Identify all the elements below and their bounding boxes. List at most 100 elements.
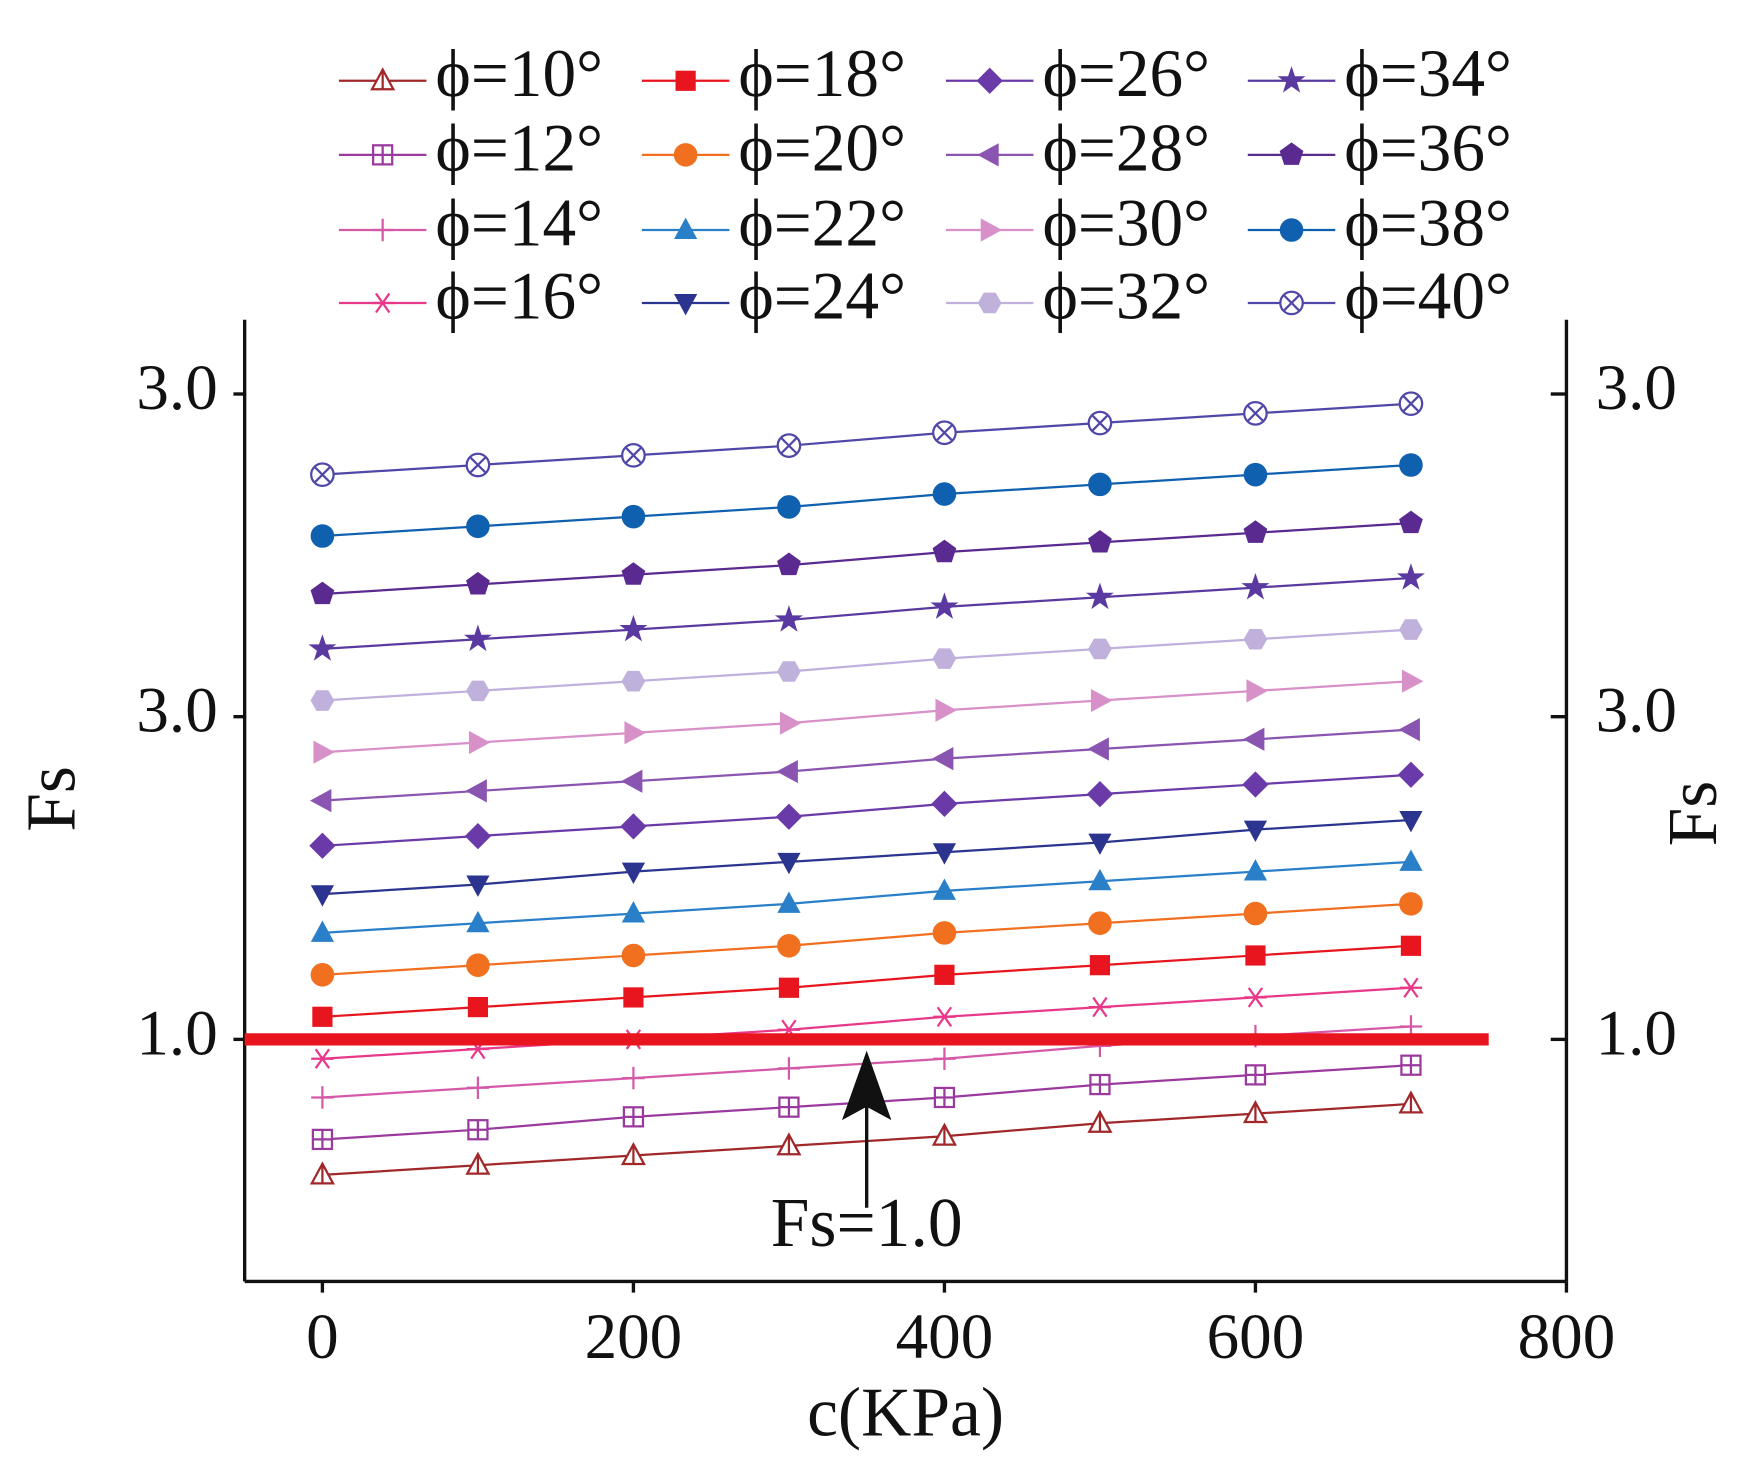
marker-shape [934, 964, 955, 985]
marker [309, 832, 336, 859]
marker-shape [1396, 563, 1425, 590]
marker [932, 843, 957, 865]
marker [464, 822, 492, 850]
series-line [322, 628, 1411, 702]
marker [977, 143, 999, 167]
legend-label: ϕ=30° [1042, 185, 1210, 260]
marker [932, 921, 957, 945]
marker [1243, 401, 1268, 426]
marker-shape [466, 571, 490, 595]
marker-shape [621, 504, 646, 529]
legend-label: ϕ=14° [435, 185, 603, 260]
marker-shape [777, 661, 801, 682]
legend-label: ϕ=16° [435, 258, 603, 333]
x-axis-label: c(KPa) [807, 1374, 1004, 1451]
marker [1397, 761, 1425, 788]
marker-stroke [1247, 987, 1264, 1008]
x-tick-label: 600 [1207, 1301, 1305, 1373]
marker [466, 571, 490, 595]
marker-shape [1243, 462, 1268, 487]
legend-label: ϕ=36° [1344, 110, 1512, 185]
marker [932, 747, 954, 771]
legend-label: ϕ=26° [1042, 36, 1210, 111]
marker [1088, 638, 1112, 660]
marker-shape [308, 634, 337, 661]
marker-shape [1243, 727, 1265, 751]
series-line [322, 818, 1411, 896]
marker-shape [932, 482, 957, 506]
marker-shape [1399, 892, 1423, 916]
marker-shape [1277, 66, 1306, 93]
marker [1242, 771, 1269, 798]
legend-label: ϕ=18° [738, 36, 906, 111]
marker [465, 779, 487, 803]
marker-shape [980, 218, 1003, 242]
marker [308, 634, 337, 661]
marker [980, 218, 1003, 242]
marker [466, 953, 490, 977]
marker-stroke [314, 1048, 331, 1069]
marker-shape [1090, 688, 1113, 713]
x-tick-label: 400 [896, 1301, 994, 1373]
marker [1399, 892, 1423, 916]
marker [776, 433, 802, 458]
marker-shape [932, 648, 957, 669]
marker-shape [930, 592, 959, 619]
marker [1089, 955, 1111, 976]
marker-stroke [935, 424, 954, 442]
marker-shape [310, 963, 335, 987]
marker-shape [310, 581, 335, 605]
marker [468, 730, 491, 755]
marker-stroke [936, 1006, 953, 1027]
marker [309, 1161, 335, 1185]
marker [1242, 1100, 1268, 1124]
marker-shape [935, 698, 957, 722]
x-tick-label: 800 [1518, 1301, 1616, 1373]
marker [621, 943, 646, 968]
marker-shape [1245, 945, 1266, 966]
series-line [322, 680, 1411, 754]
marker [976, 67, 1003, 94]
marker [1246, 679, 1268, 703]
marker [930, 592, 959, 619]
marker [1279, 290, 1304, 316]
marker [931, 1122, 957, 1146]
marker [1244, 987, 1267, 1008]
marker-shape [310, 920, 335, 942]
legend-label: ϕ=22° [738, 185, 906, 260]
marker [1243, 628, 1268, 650]
legend-label: ϕ=32° [1042, 258, 1210, 333]
x-tick-label: 200 [585, 1301, 683, 1373]
marker-shape [623, 987, 644, 1008]
marker-stroke [1246, 404, 1265, 423]
marker [1245, 945, 1266, 966]
legend-label: ϕ=20° [738, 110, 906, 185]
marker [621, 862, 646, 884]
marker [777, 891, 801, 913]
marker [776, 1132, 802, 1156]
marker-shape [1085, 582, 1114, 610]
marker [1243, 901, 1268, 926]
series-line [322, 986, 1411, 1060]
series-line [322, 402, 1411, 476]
legend-label: ϕ=38° [1344, 185, 1512, 260]
marker-stroke [1092, 996, 1108, 1018]
marker [467, 997, 489, 1018]
marker [623, 987, 644, 1008]
series-line [322, 576, 1411, 651]
marker-shape [621, 862, 646, 884]
marker [621, 504, 646, 529]
y2-tick-label: 3.0 [1596, 675, 1677, 747]
series-line [322, 463, 1411, 538]
series-line [322, 902, 1411, 976]
marker [779, 711, 802, 735]
marker-shape [1399, 453, 1423, 477]
marker [371, 218, 394, 242]
marker [370, 67, 396, 91]
marker [311, 1128, 334, 1151]
series-line [322, 944, 1411, 1018]
marker [1398, 717, 1420, 742]
marker [621, 562, 646, 585]
marker-shape [977, 292, 1002, 314]
